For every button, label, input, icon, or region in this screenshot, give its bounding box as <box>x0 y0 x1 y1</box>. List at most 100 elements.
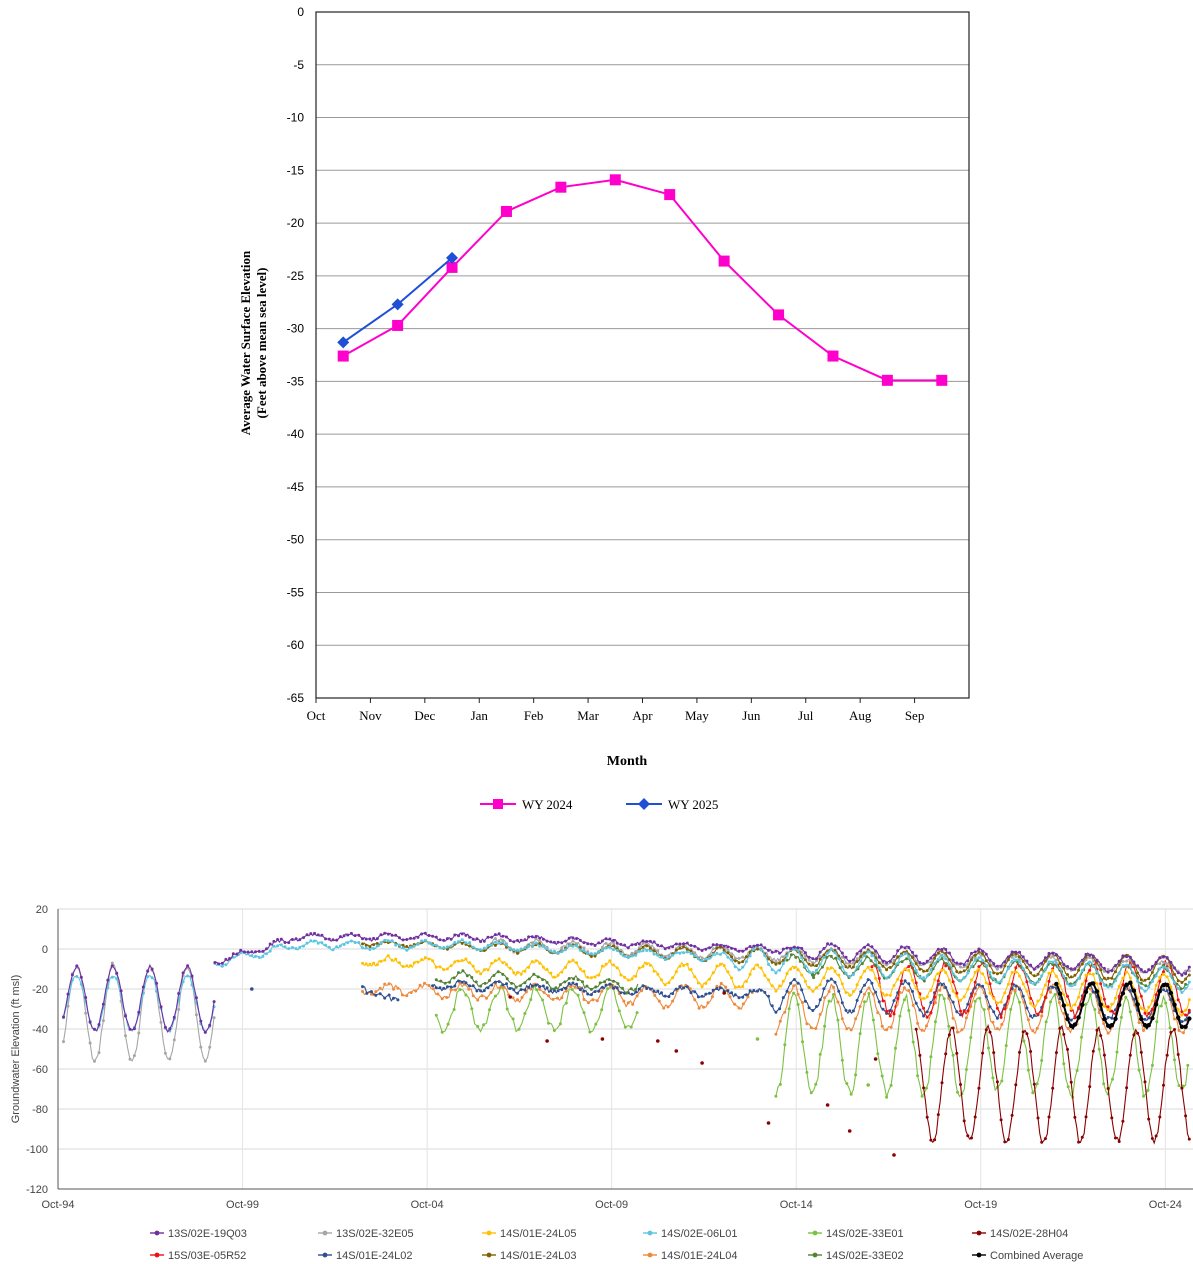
bottom-data-point <box>1062 1012 1066 1015</box>
bottom-data-point <box>268 949 272 953</box>
bottom-data-point <box>604 941 608 945</box>
bottom-isolated-point <box>825 1103 830 1107</box>
bottom-data-point <box>600 989 604 993</box>
bottom-data-point <box>855 960 859 963</box>
bottom-data-point <box>468 941 472 945</box>
bottom-data-point <box>1102 966 1106 970</box>
bottom-data-point <box>208 1045 212 1049</box>
bottom-data-point <box>829 977 833 981</box>
bottom-data-point <box>984 995 988 999</box>
bottom-data-point <box>224 957 228 961</box>
bottom-data-point <box>1051 985 1055 989</box>
bottom-data-point <box>889 1083 893 1087</box>
bottom-data-point <box>907 1009 911 1012</box>
bottom-data-point <box>446 1022 450 1026</box>
bottom-data-point <box>903 979 907 983</box>
bottom-data-point <box>1147 968 1151 972</box>
bottom-data-point <box>925 1115 929 1119</box>
bottom-data-point <box>361 990 364 993</box>
bottom-data-point <box>885 1009 889 1013</box>
top-y-tick-label: -60 <box>287 638 305 652</box>
bottom-data-point <box>541 984 545 988</box>
bottom-data-point <box>999 1015 1003 1019</box>
bottom-data-point <box>944 971 948 974</box>
bottom-data-point <box>66 1004 70 1008</box>
bottom-data-point <box>1150 1063 1154 1067</box>
top-legend: WY 2024 WY 2025 <box>480 797 718 812</box>
bottom-data-point <box>756 963 759 967</box>
bottom-data-point <box>1080 1135 1084 1139</box>
bottom-data-point <box>944 957 948 961</box>
bottom-data-point <box>257 949 261 953</box>
bottom-data-point <box>626 956 630 959</box>
bottom-data-point <box>597 989 601 993</box>
bottom-isolated-point <box>674 1049 679 1053</box>
bottom-data-point <box>1121 1119 1125 1123</box>
bottom-data-point <box>1157 989 1163 994</box>
bottom-data-point <box>1014 1083 1018 1087</box>
bottom-data-point <box>737 961 741 965</box>
bottom-data-point <box>789 981 793 985</box>
bottom-data-point <box>438 986 442 990</box>
bottom-data-point <box>556 940 560 944</box>
top-data-point <box>936 374 948 386</box>
bottom-data-point <box>1084 979 1088 983</box>
bottom-data-point <box>1072 1022 1078 1027</box>
bottom-data-point <box>800 956 804 960</box>
bottom-isolated-point <box>600 1037 605 1041</box>
bottom-data-point <box>947 963 951 967</box>
bottom-series-line <box>435 984 638 1033</box>
bottom-data-point <box>460 938 464 942</box>
bottom-data-point <box>936 979 940 983</box>
bottom-data-point <box>379 941 383 945</box>
bottom-data-point <box>542 991 546 994</box>
bottom-data-point <box>497 980 501 984</box>
bottom-data-point <box>1128 1053 1132 1057</box>
bottom-data-point <box>268 942 272 946</box>
bottom-data-point <box>807 985 811 989</box>
bottom-data-point <box>778 1007 782 1011</box>
bottom-data-point <box>815 964 818 968</box>
bottom-data-point <box>1003 964 1007 968</box>
bottom-data-point <box>468 944 472 948</box>
bottom-data-point <box>1187 965 1191 969</box>
bottom-data-point <box>866 978 870 982</box>
bottom-data-point <box>612 948 615 952</box>
bottom-data-point <box>733 1002 737 1006</box>
bottom-data-point <box>822 956 826 959</box>
bottom-data-point <box>807 958 811 962</box>
bottom-data-point <box>818 1012 822 1016</box>
bottom-data-point <box>612 941 615 945</box>
bottom-data-point <box>640 989 644 993</box>
bottom-data-point <box>995 1006 999 1010</box>
bottom-data-point <box>715 987 719 990</box>
bottom-data-point <box>1110 1116 1114 1120</box>
bottom-data-point <box>589 993 593 997</box>
bottom-data-point <box>604 946 608 950</box>
bottom-data-point <box>1109 1023 1115 1028</box>
bottom-x-tick-label: Oct-09 <box>595 1199 628 1211</box>
bottom-data-point <box>97 1051 101 1055</box>
bottom-data-point <box>541 965 545 969</box>
bottom-data-point <box>1162 988 1165 992</box>
bottom-data-point <box>372 936 376 940</box>
bottom-y-tick-label: 0 <box>42 944 48 956</box>
bottom-data-point <box>1180 973 1184 977</box>
bottom-data-point <box>630 943 634 947</box>
bottom-data-point <box>1044 1020 1048 1024</box>
bottom-data-point <box>361 937 364 941</box>
bottom-data-point <box>1058 1026 1062 1030</box>
bottom-data-point <box>1029 980 1033 984</box>
bottom-data-point <box>914 986 918 990</box>
bottom-data-point <box>212 1016 216 1020</box>
bottom-data-point <box>744 979 748 983</box>
bottom-data-point <box>457 934 460 938</box>
bottom-data-point <box>626 946 630 950</box>
bottom-data-point <box>523 988 527 992</box>
bottom-data-point <box>962 969 966 973</box>
bottom-data-point <box>970 964 973 968</box>
top-data-point <box>337 350 349 362</box>
bottom-data-point <box>375 937 379 941</box>
bottom-data-point <box>752 944 756 948</box>
bottom-data-point <box>1062 966 1066 970</box>
